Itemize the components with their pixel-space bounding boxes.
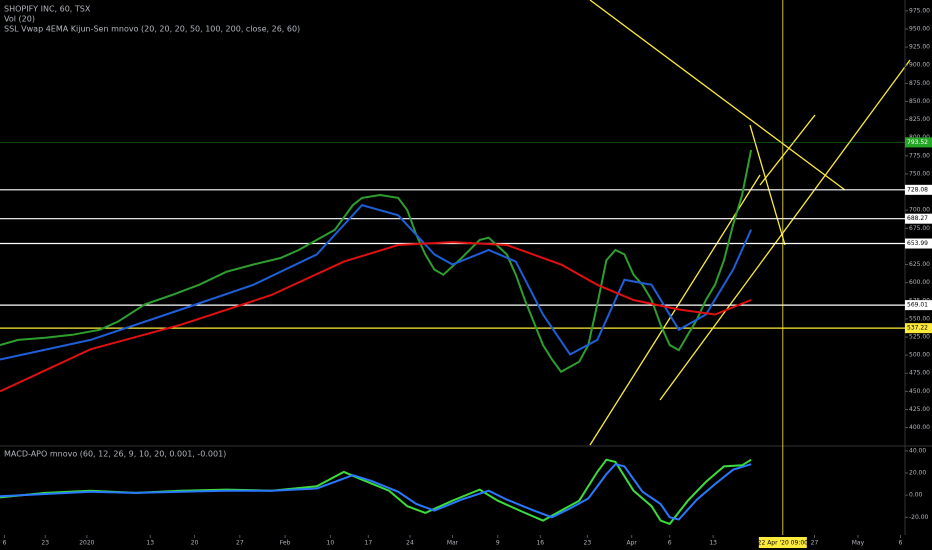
series-line: [0, 241, 752, 393]
level-tag-bg: [905, 213, 932, 224]
y-tick-label: 525.00: [909, 334, 930, 341]
y-tick-label: 750.00: [909, 170, 930, 177]
crosshair-label: 22 Apr '20 09:00: [758, 540, 808, 547]
x-tick-label: 27: [236, 540, 244, 547]
level-label: 728.08: [907, 186, 928, 193]
x-tick-label: 6: [899, 540, 903, 547]
trend-line: [589, 0, 846, 191]
last-price-bg: [905, 137, 932, 148]
level-tag: 537.22: [905, 323, 932, 334]
x-tick-label: 23: [584, 540, 592, 547]
y-tick-label: 925.00: [909, 44, 930, 51]
y-tick-label: 900.00: [909, 62, 930, 69]
y-tick-label: 700.00: [909, 207, 930, 214]
x-tick-label: 27: [811, 540, 819, 547]
x-tick-label: Feb: [280, 540, 291, 547]
level-label: 653.99: [907, 240, 928, 247]
y-tick-label: 950.00: [909, 25, 930, 32]
y-tick-label: 600.00: [909, 279, 930, 286]
y-tick-label: 975.00: [909, 7, 930, 14]
crosshair-tag: [758, 537, 807, 548]
x-tick-label: 16: [536, 540, 544, 547]
y-tick-label: 850.00: [909, 98, 930, 105]
y-tick-label: 40.00: [909, 447, 926, 454]
y-tick-label: 675.00: [909, 225, 930, 232]
series-line: [0, 149, 753, 374]
y-tick-label: 450.00: [909, 388, 930, 395]
x-tick-label: 2020: [79, 540, 94, 547]
arrow: [749, 124, 786, 246]
level-tag-bg: [905, 184, 932, 195]
trend-line: [659, 59, 911, 401]
last-price-label: 793.52: [907, 139, 928, 146]
x-tick-label: 13: [146, 540, 154, 547]
x-tick-label: May: [852, 540, 865, 547]
chart-title: SHOPIFY INC, 60, TSX: [4, 5, 91, 14]
level-tag: 569.01: [905, 300, 932, 311]
x-tick-label: 13: [709, 540, 717, 547]
level-tag: 688.27: [905, 213, 932, 224]
level-tag-bg: [905, 323, 932, 334]
subtitle: Vol (20): [4, 15, 35, 24]
x-tick-label: 6: [668, 540, 672, 547]
y-tick-label: 875.00: [909, 80, 930, 87]
y-tick-label: 625.00: [909, 261, 930, 268]
level-tag-bg: [905, 300, 932, 311]
y-tick-label: 20.00: [909, 470, 926, 477]
y-tick-label: 475.00: [909, 370, 930, 377]
x-tick-label: Apr: [626, 540, 637, 547]
y-tick-label: 775.00: [909, 152, 930, 159]
level-tag-bg: [905, 238, 932, 249]
indicator-label: SSL Vwap 4EMA Kijun-Sen mnovo (20, 20, 2…: [4, 25, 300, 34]
x-tick-label: 20: [191, 540, 199, 547]
y-tick-label: 0.00: [909, 492, 923, 499]
y-tick-label: 425.00: [909, 406, 930, 413]
y-tick-label: 500.00: [909, 352, 930, 359]
macd-title: MACD-APO mnovo (60, 12, 26, 9, 10, 20, 0…: [4, 450, 226, 459]
level-label: 569.01: [907, 302, 928, 309]
series-line: [0, 203, 753, 361]
y-tick-label: -20.00: [909, 514, 929, 521]
drawings: [589, 0, 911, 446]
y-tick-label: 550.00: [909, 315, 930, 322]
level-label: 537.22: [907, 325, 928, 332]
x-tick-label: 9: [496, 540, 500, 547]
x-tick-label: Mar: [447, 540, 459, 547]
level-tag: 728.08: [905, 184, 932, 195]
y-tick-label: 400.00: [909, 424, 930, 431]
series-line: [0, 463, 752, 521]
x-tick-label: 24: [406, 540, 414, 547]
trend-line: [589, 174, 761, 446]
level-tag: 653.99: [905, 238, 932, 249]
x-tick-label: 17: [365, 540, 373, 547]
level-label: 688.27: [907, 215, 928, 222]
arrow: [759, 114, 816, 186]
x-tick-label: 10: [327, 540, 335, 547]
x-tick-label: 6: [3, 540, 7, 547]
x-tick-label: 23: [41, 540, 49, 547]
y-tick-label: 825.00: [909, 116, 930, 123]
